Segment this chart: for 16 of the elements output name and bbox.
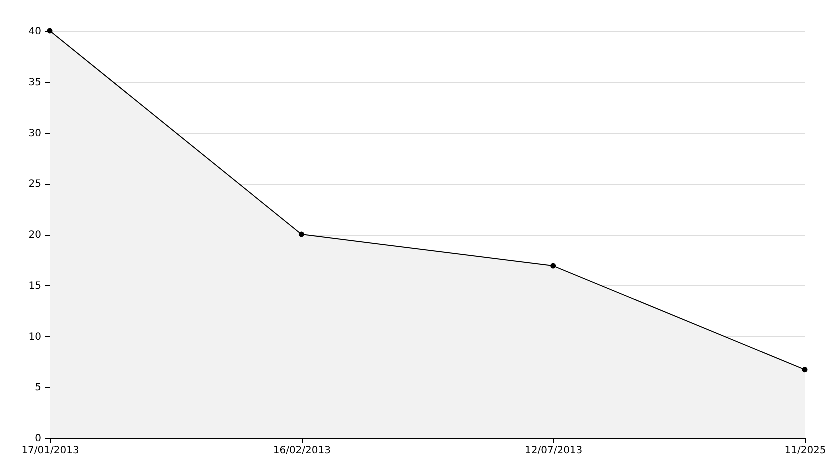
y-tick-label: 35 — [28, 77, 42, 88]
y-tick-label: 25 — [28, 179, 42, 190]
point — [298, 232, 304, 238]
x-tick-label: 12/07/2013 — [525, 446, 583, 456]
y-tick-label: 10 — [28, 332, 42, 343]
point — [550, 263, 556, 269]
y-tick-label: 20 — [28, 230, 42, 241]
x-tick-label: 17/01/2013 — [22, 446, 80, 456]
y-tick-label: 40 — [28, 26, 42, 38]
y-tick-label: 15 — [28, 280, 42, 292]
x-tick-label: 11/2025 — [784, 446, 826, 456]
y-tick-label: 5 — [35, 382, 42, 394]
y-tick-label: 0 — [35, 434, 42, 444]
x-tick-label: 16/02/2013 — [273, 446, 331, 456]
y-tick-label: 30 — [28, 128, 42, 140]
point — [802, 367, 808, 373]
